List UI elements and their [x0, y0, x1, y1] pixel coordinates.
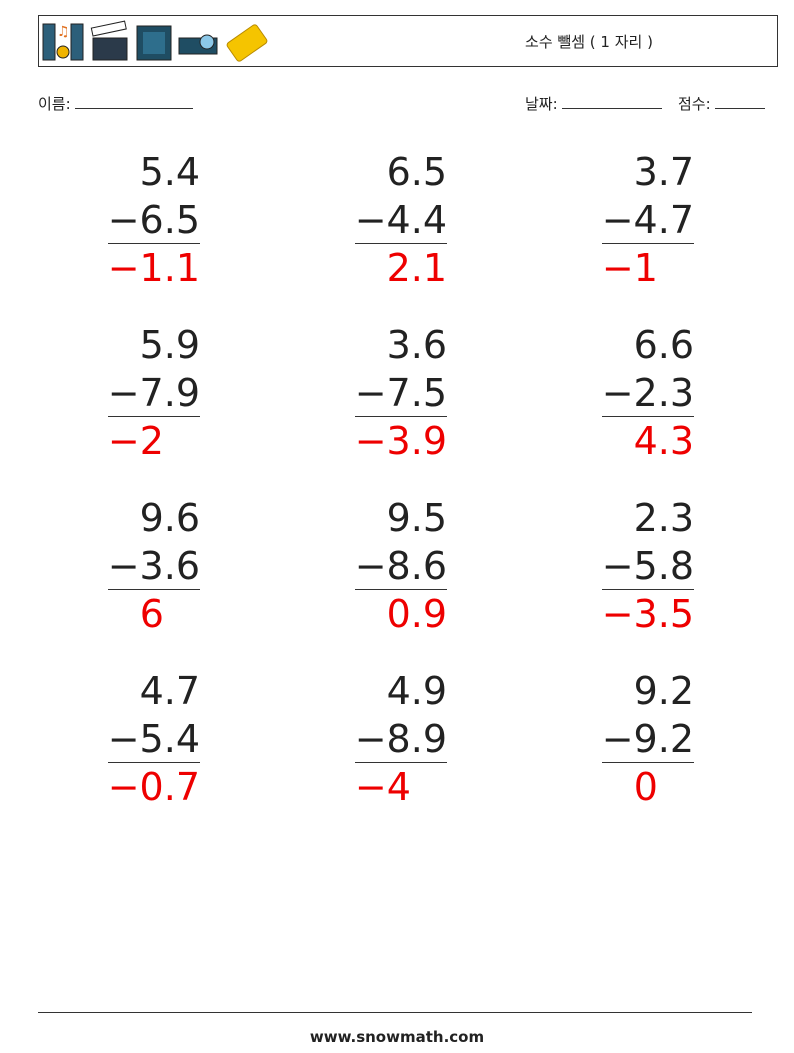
problem: 3.7 −4.7 −1	[534, 148, 694, 292]
problem: 4.7 −5.4 −0.7	[40, 667, 200, 811]
svg-text:♫: ♫	[57, 24, 70, 40]
subtrahend: −4.4	[354, 198, 447, 244]
name-field: 이름:	[38, 93, 194, 114]
subtrahend-row: −5.8	[534, 542, 694, 590]
subtrahend-row: −4.7	[534, 196, 694, 244]
subtrahend-row: −6.5	[40, 196, 200, 244]
answer: 2.1	[386, 246, 447, 290]
subtrahend: −4.7	[601, 198, 694, 244]
footer-line	[38, 1012, 752, 1013]
subtrahend-row: −9.2	[534, 715, 694, 763]
minuend: 6.5	[386, 150, 447, 194]
minuend: 6.6	[633, 323, 694, 367]
problem: 9.6 −3.6 6	[40, 494, 200, 638]
subtrahend-row: −7.9	[40, 369, 200, 417]
date-blank	[562, 94, 663, 109]
problem: 4.9 −8.9 −4	[287, 667, 447, 811]
title: 소수 뺄셈 ( 1 자리 )	[525, 33, 653, 51]
minuend: 9.6	[139, 496, 200, 540]
answer: 0.9	[386, 592, 447, 636]
date-label: 날짜:	[525, 95, 558, 113]
problem: 9.2 −9.2 0	[534, 667, 694, 811]
minuend: 9.5	[386, 496, 447, 540]
header-box: ♫ 소수 뺄셈 ( 1 자리 )	[38, 15, 778, 67]
answer: −2	[107, 419, 164, 463]
subtrahend: −6.5	[107, 198, 200, 244]
header-icons: ♫	[42, 20, 268, 62]
minuend: 9.2	[633, 669, 694, 713]
problem: 3.6 −7.5 −3.9	[287, 321, 447, 465]
minuend: 2.3	[633, 496, 694, 540]
subtrahend: −5.8	[601, 544, 694, 590]
answer: −0.7	[107, 765, 200, 809]
answer: 6	[139, 592, 164, 636]
answer: −3.9	[354, 419, 447, 463]
answer: −1.1	[107, 246, 200, 290]
name-label: 이름:	[38, 95, 71, 113]
minuend: 5.9	[139, 323, 200, 367]
problem: 9.5 −8.6 0.9	[287, 494, 447, 638]
subtrahend: −9.2	[601, 717, 694, 763]
subtrahend-row: −4.4	[287, 196, 447, 244]
subtrahend-row: −7.5	[287, 369, 447, 417]
minuend: 4.9	[386, 669, 447, 713]
score-label: 점수:	[678, 95, 711, 113]
score-field: 점수:	[678, 93, 766, 114]
subtrahend-row: −2.3	[534, 369, 694, 417]
subtrahend-row: −5.4	[40, 715, 200, 763]
subtrahend: −7.5	[354, 371, 447, 417]
problem: 5.4 −6.5 −1.1	[40, 148, 200, 292]
problem: 6.6 −2.3 4.3	[534, 321, 694, 465]
subtrahend-row: −8.6	[287, 542, 447, 590]
subtrahend: −7.9	[107, 371, 200, 417]
problem: 2.3 −5.8 −3.5	[534, 494, 694, 638]
footer: www.snowmath.com	[309, 1028, 485, 1046]
score-blank	[715, 94, 766, 109]
minuend: 4.7	[139, 669, 200, 713]
answer: −1	[601, 246, 658, 290]
answer: −4	[354, 765, 411, 809]
minuend: 5.4	[139, 150, 200, 194]
minuend: 3.6	[386, 323, 447, 367]
answer: −3.5	[601, 592, 694, 636]
subtrahend: −8.6	[354, 544, 447, 590]
subtrahend: −3.6	[107, 544, 200, 590]
minuend: 3.7	[633, 150, 694, 194]
name-blank	[75, 94, 194, 109]
answer: 4.3	[633, 419, 694, 463]
subtrahend: −2.3	[601, 371, 694, 417]
date-field: 날짜:	[525, 93, 663, 114]
subtrahend: −8.9	[354, 717, 447, 763]
problem: 6.5 −4.4 2.1	[287, 148, 447, 292]
subtrahend-row: −3.6	[40, 542, 200, 590]
answer: 0	[633, 765, 658, 809]
subtrahend: −5.4	[107, 717, 200, 763]
subtrahend-row: −8.9	[287, 715, 447, 763]
problem: 5.9 −7.9 −2	[40, 321, 200, 465]
